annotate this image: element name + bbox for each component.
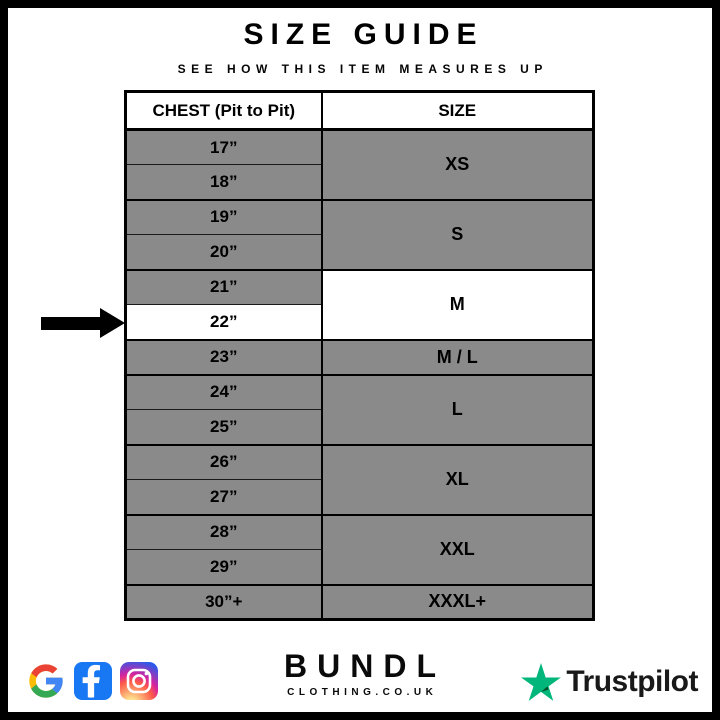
trustpilot-label: Trustpilot xyxy=(566,665,698,698)
chest-cell: 30”+ xyxy=(124,583,323,620)
chest-cell: 18” xyxy=(124,164,323,200)
table-row: 19” S xyxy=(124,198,595,270)
page-subtitle: SEE HOW THIS ITEM MEASURES UP xyxy=(177,62,548,76)
facebook-icon[interactable] xyxy=(74,662,112,700)
chest-cell: 29” xyxy=(124,549,323,585)
chest-cell: 27” xyxy=(124,479,323,515)
chest-cell: 20” xyxy=(124,234,323,270)
chest-cell: 17” xyxy=(124,128,323,165)
google-icon[interactable] xyxy=(26,661,66,701)
size-cell: XXXL+ xyxy=(320,583,595,620)
size-cell: L xyxy=(320,373,595,445)
arrow-head xyxy=(100,308,125,338)
table-row: 24” L xyxy=(124,373,595,445)
table-row: 26” XL xyxy=(124,443,595,515)
chest-cell: 24” xyxy=(124,373,323,410)
highlight-arrow-icon xyxy=(41,308,125,338)
size-cell: XS xyxy=(320,128,595,200)
table-row: 20” xyxy=(124,234,594,270)
social-icons xyxy=(26,661,158,701)
chest-column-header: CHEST (Pit to Pit) xyxy=(124,91,323,131)
size-cell-highlighted: M xyxy=(320,268,595,340)
chest-cell: 26” xyxy=(124,443,323,480)
table-row: 27” xyxy=(124,479,594,515)
table-row: 21” M xyxy=(124,268,595,340)
size-column-header: SIZE xyxy=(320,91,595,131)
size-cell: XL xyxy=(320,443,595,515)
instagram-icon[interactable] xyxy=(120,662,158,700)
table-row: 25” xyxy=(124,409,594,445)
table-row-highlighted: 22” xyxy=(124,304,594,340)
size-cell: XXL xyxy=(320,513,595,585)
chest-cell-highlighted: 22” xyxy=(124,304,323,340)
chest-cell: 25” xyxy=(124,409,323,445)
trustpilot-star-icon xyxy=(521,663,562,701)
chest-cell: 28” xyxy=(124,513,323,550)
trustpilot-logo[interactable]: Trustpilot xyxy=(521,663,698,701)
page-title: SIZE GUIDE xyxy=(243,18,484,51)
size-cell: S xyxy=(320,198,595,270)
chest-cell: 23” xyxy=(124,338,323,375)
arrow-shaft xyxy=(41,316,100,330)
chest-cell: 19” xyxy=(124,198,323,235)
size-cell: M / L xyxy=(320,338,595,375)
chest-cell: 21” xyxy=(124,268,323,305)
table-row: 29” xyxy=(124,549,594,585)
brand-logo: BUNDL CLOTHING.CO.UK xyxy=(8,648,712,698)
brand-domain: CLOTHING.CO.UK xyxy=(287,687,438,698)
table-header-row: CHEST (Pit to Pit) SIZE xyxy=(124,91,595,131)
table-row: 28” XXL xyxy=(124,513,595,585)
table-row: 30”+ XXXL+ xyxy=(124,583,595,620)
table-row: 18” xyxy=(124,164,594,200)
table-row: 23” M / L xyxy=(124,338,595,375)
table-row: 17” XS xyxy=(124,128,595,200)
size-guide-table: CHEST (Pit to Pit) SIZE 17” XS 18” 19” S… xyxy=(124,90,595,621)
brand-name: BUNDL xyxy=(284,648,446,684)
